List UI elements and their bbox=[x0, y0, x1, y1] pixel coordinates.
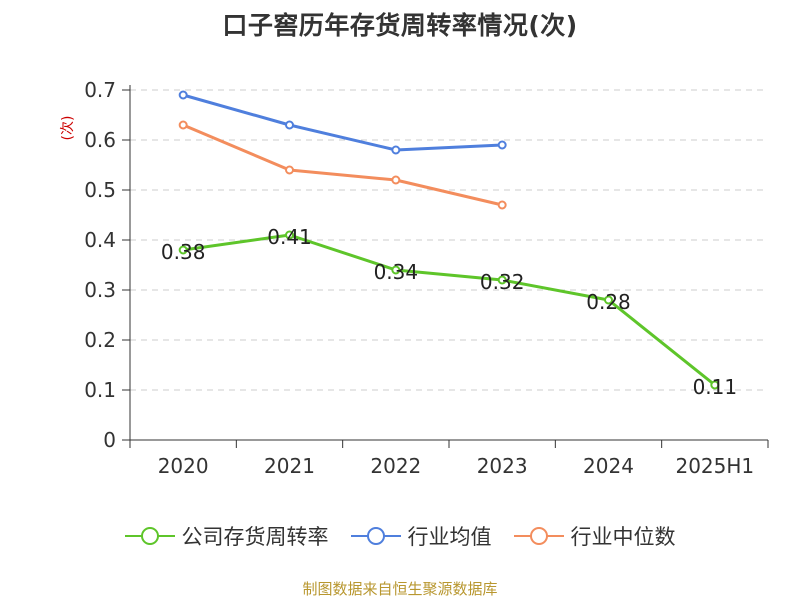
chart-title: 口子窖历年存货周转率情况(次) bbox=[222, 11, 578, 40]
legend-item-industry-mean[interactable]: 行业均值 bbox=[350, 521, 492, 551]
x-tick-label: 2021 bbox=[264, 454, 315, 478]
series-point-0 bbox=[178, 245, 188, 255]
y-axis-unit-label: (次) bbox=[60, 116, 76, 141]
series-line-1 bbox=[182, 93, 503, 152]
y-tick-label: 0.5 bbox=[84, 178, 116, 202]
series-point-2 bbox=[178, 120, 188, 130]
series-point-2 bbox=[285, 165, 294, 175]
x-tick-label: 2023 bbox=[477, 454, 528, 478]
series-point-1 bbox=[391, 145, 401, 155]
y-tick-label: 0 bbox=[103, 428, 116, 452]
legend-line-marker-icon bbox=[124, 527, 175, 545]
series-point-1 bbox=[285, 120, 294, 130]
legend-item-industry-median[interactable]: 行业中位数 bbox=[513, 521, 676, 551]
legend-label: 公司存货周转率 bbox=[181, 525, 329, 549]
data-label: 0.32 bbox=[480, 270, 525, 294]
series-point-1 bbox=[178, 90, 188, 100]
legend-label: 行业中位数 bbox=[570, 525, 676, 549]
series-point-2 bbox=[497, 200, 507, 210]
data-label: 0.34 bbox=[374, 260, 419, 284]
data-label: 0.41 bbox=[267, 225, 312, 249]
data-label: 0.28 bbox=[586, 290, 631, 314]
legend-label: 行业均值 bbox=[407, 525, 492, 549]
data-label: 0.11 bbox=[693, 375, 738, 399]
x-tick-label: 2025H1 bbox=[675, 454, 754, 478]
series-point-0 bbox=[497, 275, 507, 285]
series-line-0 bbox=[182, 233, 716, 387]
source-note: 制图数据来自恒生聚源数据库 bbox=[302, 580, 498, 598]
y-tick-label: 0.3 bbox=[84, 278, 116, 302]
legend-line-marker-icon bbox=[350, 527, 401, 545]
y-tick-label: 0.4 bbox=[84, 228, 116, 252]
series-line-2 bbox=[182, 123, 503, 207]
x-tick-label: 2020 bbox=[158, 454, 209, 478]
y-tick-label: 0.7 bbox=[84, 78, 116, 102]
y-tick-label: 0.6 bbox=[84, 128, 116, 152]
legend: 公司存货周转率 行业均值 行业中位数 bbox=[0, 521, 800, 551]
x-tick-label: 2022 bbox=[370, 454, 421, 478]
data-label: 0.38 bbox=[161, 240, 206, 264]
series-point-0 bbox=[604, 295, 613, 305]
legend-line-marker-icon bbox=[513, 527, 564, 545]
y-tick-label: 0.2 bbox=[84, 328, 116, 352]
series-point-0 bbox=[710, 380, 720, 390]
series-point-0 bbox=[285, 230, 294, 240]
series-point-2 bbox=[391, 175, 401, 185]
y-tick-label: 0.1 bbox=[84, 378, 116, 402]
series-point-0 bbox=[391, 265, 401, 275]
series-point-1 bbox=[497, 140, 507, 150]
x-tick-label: 2024 bbox=[583, 454, 634, 478]
legend-item-company[interactable]: 公司存货周转率 bbox=[124, 521, 329, 551]
